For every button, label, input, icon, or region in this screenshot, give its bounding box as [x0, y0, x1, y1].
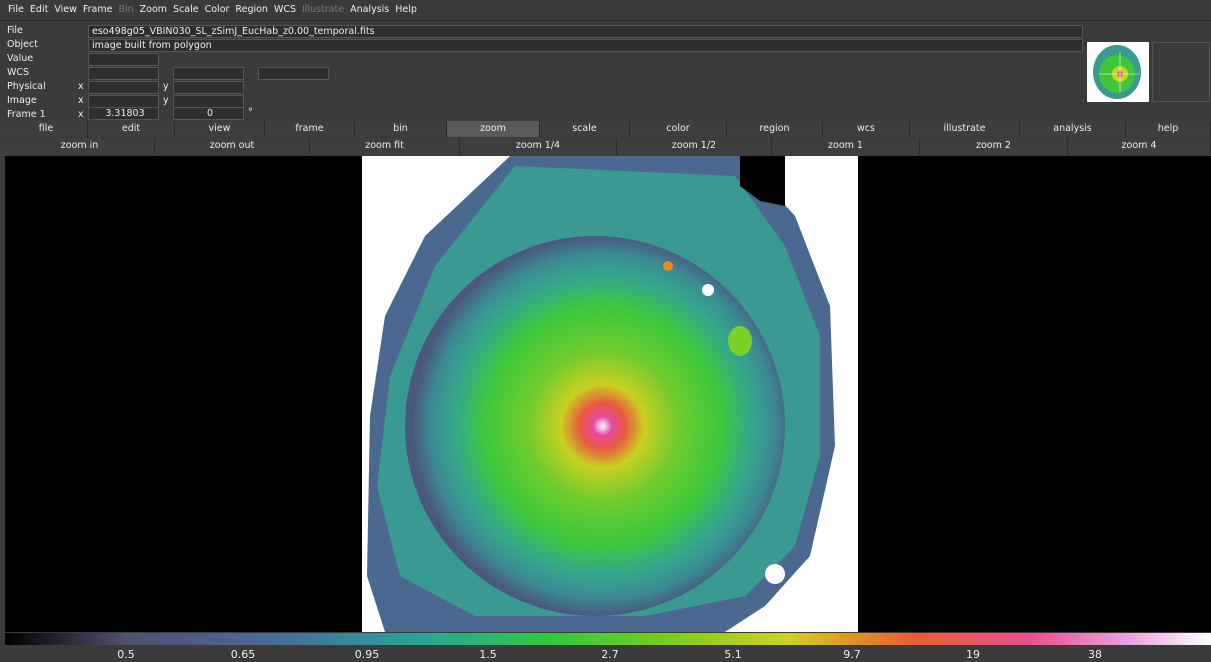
wcs-field [88, 67, 159, 80]
magnifier [1152, 42, 1210, 102]
physical-x [88, 81, 159, 94]
wcs-field [173, 67, 244, 80]
zoom-button[interactable]: zoom 2 [920, 138, 1068, 155]
colorbar-label: 9.7 [843, 648, 861, 661]
zoom-button[interactable]: zoom 4 [1068, 138, 1211, 155]
colorbar-label: 38 [1088, 648, 1102, 661]
menu-item[interactable]: File [8, 4, 24, 15]
zoom-button[interactable]: zoom 1/4 [460, 138, 617, 155]
button[interactable]: frame [265, 121, 355, 137]
colorbar-label: 0.65 [230, 648, 256, 661]
menu-item[interactable]: View [54, 4, 77, 15]
label: WCS [7, 67, 30, 78]
label: Object [7, 39, 38, 50]
menu-item[interactable]: Scale [173, 4, 199, 15]
menu-item[interactable]: Color [204, 4, 230, 15]
button[interactable]: wcs [823, 121, 910, 137]
button[interactable]: view [175, 121, 265, 137]
zoom-bar: zoom in zoom out zoom fit zoom 1/4 zoom 1/2 z… [0, 138, 1211, 155]
label: Physical [7, 81, 46, 92]
label: x [78, 95, 84, 106]
colorbar-label: 5.1 [724, 648, 742, 661]
frame-x: 3.31803 [88, 107, 159, 120]
menu-bar: File Edit View Frame Bin Zoom Scale Color Region… [0, 0, 1211, 21]
menu-item[interactable]: Zoom [139, 4, 168, 15]
button[interactable]: edit [88, 121, 175, 137]
image-display [5, 156, 1211, 632]
label: File [7, 25, 23, 36]
label: Image [7, 95, 37, 106]
value-field [88, 53, 159, 66]
frame-angle: 0 [173, 107, 244, 120]
button[interactable]: region [727, 121, 823, 137]
menu-item[interactable]: Frame [82, 4, 113, 15]
menu-item[interactable]: Edit [29, 4, 49, 15]
info-panel: File eso498g05_VBIN030_SL_zSimJ_EucHab_z… [0, 21, 1211, 120]
button[interactable]: zoom [447, 121, 540, 137]
label: y [163, 81, 169, 92]
colorbar [5, 633, 1211, 645]
colorbar-label: 0.95 [354, 648, 380, 661]
button[interactable]: illustrate [910, 121, 1020, 137]
button-bar: file edit view frame bin zoom scale color region… [0, 121, 1211, 137]
label: x [78, 81, 84, 92]
colorbar-label: 2.7 [601, 648, 619, 661]
zoom-button[interactable]: zoom 1 [772, 138, 920, 155]
label: y [163, 95, 169, 106]
object-field: image built from polygon [88, 39, 1083, 52]
button[interactable]: help [1126, 121, 1211, 137]
menu-item[interactable]: Analysis [350, 4, 390, 15]
button[interactable]: analysis [1020, 121, 1126, 137]
label: Frame 1 [7, 109, 46, 120]
menu-item[interactable]: WCS [273, 4, 297, 15]
label: Value [7, 53, 34, 64]
panner [1087, 42, 1149, 102]
label: x [78, 109, 84, 120]
physical-y [173, 81, 244, 94]
button[interactable]: scale [540, 121, 630, 137]
button[interactable]: file [5, 121, 88, 137]
zoom-button[interactable]: zoom in [5, 138, 155, 155]
colorbar-label: 1.5 [479, 648, 497, 661]
zoom-button[interactable]: zoom out [155, 138, 310, 155]
button[interactable]: color [630, 121, 727, 137]
colorbar-labels: 0.5 0.65 0.95 1.5 2.7 5.1 9.7 19 38 [0, 646, 1211, 662]
zoom-button[interactable]: zoom 1/2 [617, 138, 772, 155]
zoom-button[interactable]: zoom fit [310, 138, 460, 155]
colorbar-label: 19 [966, 648, 980, 661]
menu-item[interactable]: Illustrate [302, 4, 345, 15]
menu-item[interactable]: Help [395, 4, 417, 15]
wcs-field [258, 67, 329, 80]
button[interactable]: bin [355, 121, 447, 137]
menu-item[interactable]: Bin [118, 4, 134, 15]
file-field: eso498g05_VBIN030_SL_zSimJ_EucHab_z0.00_… [88, 25, 1083, 38]
degree: ° [248, 107, 253, 118]
colorbar-label: 0.5 [117, 648, 135, 661]
menu-item[interactable]: Region [235, 4, 268, 15]
